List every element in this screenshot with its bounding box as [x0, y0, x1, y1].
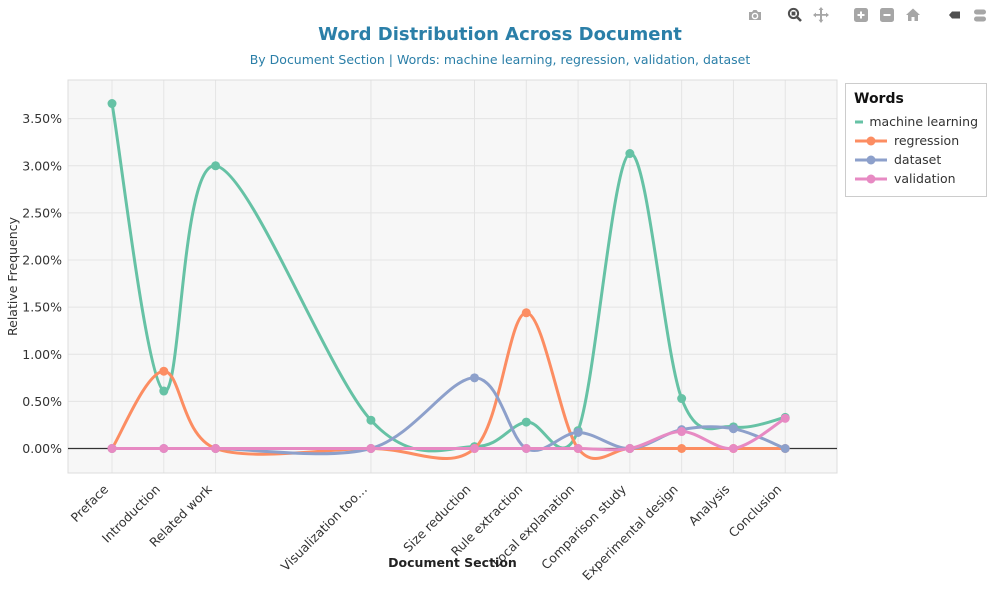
legend-item-label: validation — [894, 171, 956, 186]
modebar-group — [780, 4, 832, 26]
legend-item-regression[interactable]: regression — [854, 131, 978, 150]
zoom-in-button[interactable] — [850, 4, 872, 26]
zoom-out-icon — [880, 8, 894, 22]
data-point-validation — [728, 443, 738, 453]
legend-item-validation[interactable]: validation — [854, 169, 978, 188]
hover-compare-button[interactable] — [968, 4, 990, 26]
data-point-validation — [573, 443, 583, 453]
legend-item-label: regression — [894, 133, 960, 148]
legend-item-label: machine learning — [869, 114, 978, 129]
data-point-regression — [677, 443, 687, 453]
series-line-machine-learning — [110, 102, 787, 453]
data-point-regression — [159, 366, 169, 376]
data-point-validation — [470, 443, 480, 453]
data-point-validation — [366, 443, 376, 453]
modebar-group — [740, 4, 766, 26]
data-point-validation — [677, 427, 687, 437]
data-point-validation — [107, 443, 117, 453]
y-tick-label: 2.00% — [22, 253, 62, 268]
data-point-machine-learning — [625, 149, 635, 159]
data-point-dataset — [470, 373, 480, 383]
data-point-machine-learning — [677, 394, 687, 404]
data-point-validation — [625, 443, 635, 453]
data-point-machine-learning — [211, 161, 221, 171]
hover-closest-icon — [949, 11, 960, 19]
data-point-machine-learning — [521, 417, 531, 427]
legend-marker-regression — [855, 136, 887, 145]
data-point-validation — [780, 413, 790, 423]
legend-marker-machine-learning — [855, 120, 864, 123]
zoom-out-button[interactable] — [876, 4, 898, 26]
data-point-regression — [521, 308, 531, 318]
home-icon — [906, 8, 920, 21]
box-zoom-icon — [787, 7, 802, 22]
data-point-machine-learning — [159, 386, 169, 396]
y-tick-label: 1.50% — [22, 300, 62, 315]
hover-closest-button[interactable] — [942, 4, 964, 26]
chart-subtitle: By Document Section | Words: machine lea… — [249, 52, 751, 67]
data-point-validation — [211, 443, 221, 453]
pan-icon — [813, 7, 829, 23]
box-zoom-button[interactable] — [784, 4, 806, 26]
series-line-validation — [110, 416, 787, 452]
chart-title: Word Distribution Across Document — [318, 24, 682, 45]
home-button[interactable] — [902, 4, 924, 26]
data-point-dataset — [780, 443, 790, 453]
data-point-dataset — [728, 424, 738, 434]
zoom-in-icon — [854, 8, 868, 22]
legend-item-dataset[interactable]: dataset — [854, 150, 978, 169]
y-tick-label: 2.50% — [22, 205, 62, 220]
camera-icon — [749, 10, 761, 20]
pan-button[interactable] — [810, 4, 832, 26]
x-tick-label: Analysis — [686, 482, 733, 529]
y-tick-label: 3.50% — [22, 111, 62, 126]
x-tick-label: Preface — [68, 481, 112, 525]
legend-item-label: dataset — [894, 152, 942, 167]
data-point-validation — [159, 443, 169, 453]
x-tick-label: Visualization too… — [278, 482, 370, 574]
data-point-machine-learning — [107, 99, 117, 109]
legend-title: Words — [854, 91, 904, 107]
x-axis-title: Document Section — [388, 555, 517, 570]
y-axis-title: Relative Frequency — [5, 216, 20, 336]
y-tick-label: 0.50% — [22, 394, 62, 409]
camera-button[interactable] — [744, 4, 766, 26]
legend-item-machine-learning[interactable]: machine learning — [854, 112, 978, 131]
plotly-modebar — [726, 4, 990, 26]
data-point-machine-learning — [366, 415, 376, 425]
plot-border — [67, 79, 838, 474]
legend: Words machine learning regression datase… — [845, 83, 987, 197]
modebar-group — [846, 4, 924, 26]
y-tick-label: 3.00% — [22, 158, 62, 173]
modebar-group — [938, 4, 990, 26]
y-tick-label: 0.00% — [22, 441, 62, 456]
x-tick-label: Comparison study — [538, 481, 629, 572]
data-point-dataset — [573, 427, 583, 437]
legend-marker-validation — [855, 174, 887, 183]
data-point-validation — [521, 443, 531, 453]
plot-area[interactable] — [68, 80, 837, 473]
legend-marker-dataset — [855, 155, 887, 164]
x-tick-label: Conclusion — [726, 482, 785, 541]
y-tick-label: 1.00% — [22, 347, 62, 362]
hover-compare-icon — [974, 9, 986, 22]
x-tick-label: Experimental design — [579, 482, 681, 584]
